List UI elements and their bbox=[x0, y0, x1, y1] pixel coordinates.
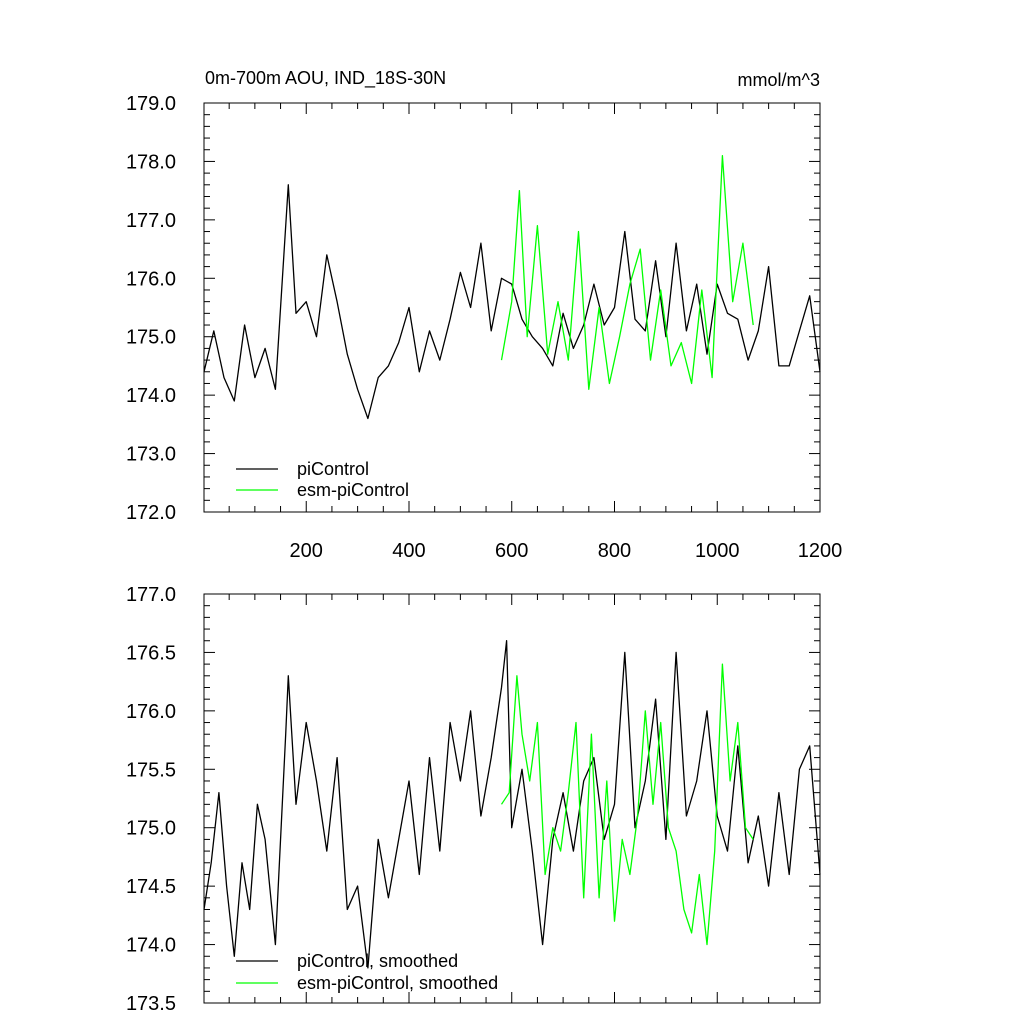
x-tick-label: 1000 bbox=[695, 540, 740, 562]
legend-top: piControl esm-piControl bbox=[236, 459, 409, 500]
series-line-esm-picontrol bbox=[500, 154, 754, 390]
y-tick-label: 175.0 bbox=[126, 818, 176, 840]
panel-top: 0m-700m AOU, IND_18S-30N mmol/m^3 172.01… bbox=[126, 68, 842, 562]
legend-label-picontrol: piControl bbox=[297, 459, 369, 479]
legend-label-picontrol-smoothed: piControl, smoothed bbox=[297, 951, 458, 971]
y-tick-label: 176.5 bbox=[126, 642, 176, 664]
plot-frame-top bbox=[203, 102, 821, 513]
plot-frame-bottom bbox=[203, 593, 821, 1004]
legend-label-esm-picontrol-smoothed: esm-piControl, smoothed bbox=[297, 973, 498, 993]
y-tick-label: 179.0 bbox=[126, 93, 176, 115]
series-line-picontrol-smoothed bbox=[203, 640, 821, 969]
x-tick-label: 400 bbox=[392, 540, 425, 562]
y-tick-label: 175.0 bbox=[126, 327, 176, 349]
y-tick-label: 177.0 bbox=[126, 210, 176, 232]
y-tick-label: 174.0 bbox=[126, 385, 176, 407]
chart-title: 0m-700m AOU, IND_18S-30N bbox=[205, 68, 446, 89]
series-lines-bottom bbox=[203, 640, 821, 969]
series-line-picontrol bbox=[203, 184, 821, 420]
x-tick-labels-top: 200 400 600 800 1000 1200 bbox=[290, 540, 843, 562]
legend-bottom: piControl, smoothed esm-piControl, smoot… bbox=[236, 951, 498, 993]
y-tick-label: 175.5 bbox=[126, 759, 176, 781]
y-tick-label: 177.0 bbox=[126, 584, 176, 606]
legend-label-esm-picontrol: esm-piControl bbox=[297, 480, 409, 500]
y-tick-label: 173.5 bbox=[126, 993, 176, 1015]
y-tick-label: 176.0 bbox=[126, 701, 176, 723]
y-tick-label: 174.5 bbox=[126, 876, 176, 898]
y-tick-labels-top: 172.0 173.0 174.0 175.0 176.0 177.0 178.0 179.0 bbox=[126, 93, 176, 524]
y-tick-label: 172.0 bbox=[126, 502, 176, 524]
y-tick-label: 174.0 bbox=[126, 935, 176, 957]
panel-bottom: 173.5 174.0 174.5 175.0 175.5 176.0 176.5 177.0… bbox=[126, 584, 821, 1015]
y-tick-label: 173.0 bbox=[126, 444, 176, 466]
x-tick-label: 1200 bbox=[798, 540, 843, 562]
tick-marks-top bbox=[204, 102, 821, 513]
y-tick-label: 176.0 bbox=[126, 268, 176, 290]
units-label: mmol/m^3 bbox=[738, 70, 820, 90]
x-tick-label: 600 bbox=[495, 540, 528, 562]
x-tick-label: 200 bbox=[290, 540, 323, 562]
series-line-esm-picontrol-smoothed bbox=[500, 663, 754, 946]
x-tick-label: 800 bbox=[598, 540, 631, 562]
series-lines-top bbox=[203, 154, 821, 420]
y-tick-labels-bottom: 173.5 174.0 174.5 175.0 175.5 176.0 176.5 177.0 bbox=[126, 584, 176, 1015]
y-tick-label: 178.0 bbox=[126, 151, 176, 173]
